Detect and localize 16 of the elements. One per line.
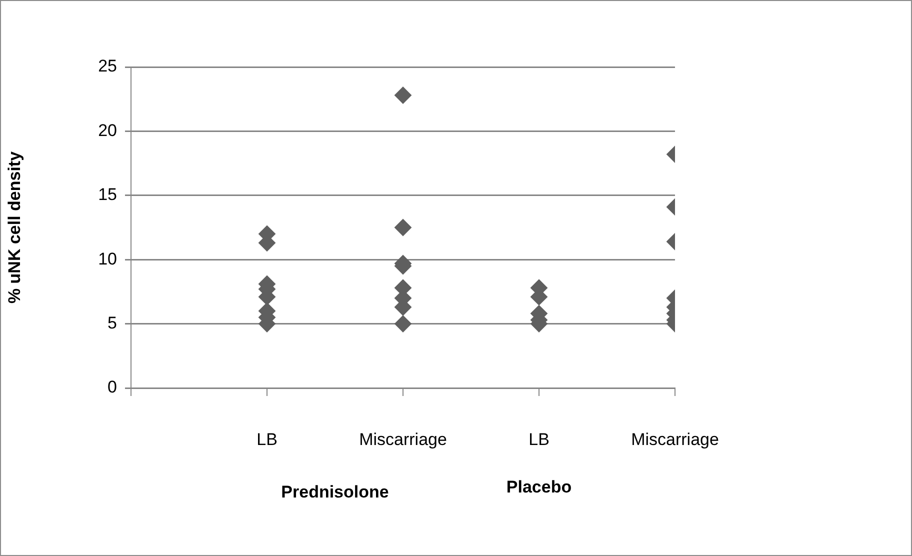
y-tick-label: 15 [98,185,117,204]
y-tick-label: 0 [108,378,117,397]
y-tick-label: 10 [98,249,117,268]
y-tick-label: 5 [108,313,117,332]
x-tick-label: LB [528,430,550,449]
point [394,219,412,236]
point [394,315,412,332]
text: Prednisolone [281,482,389,502]
y-tick-label: 20 [98,120,117,140]
x-tick-label: LB [256,430,278,449]
x-tick-label: Miscarriage [359,430,447,449]
text: Placebo [506,478,572,497]
x-tick-label: Miscarriage [631,430,719,449]
point [394,86,412,104]
y-tick-label: 25 [98,56,117,76]
y-axis-title: % uNK cell density [4,150,24,304]
